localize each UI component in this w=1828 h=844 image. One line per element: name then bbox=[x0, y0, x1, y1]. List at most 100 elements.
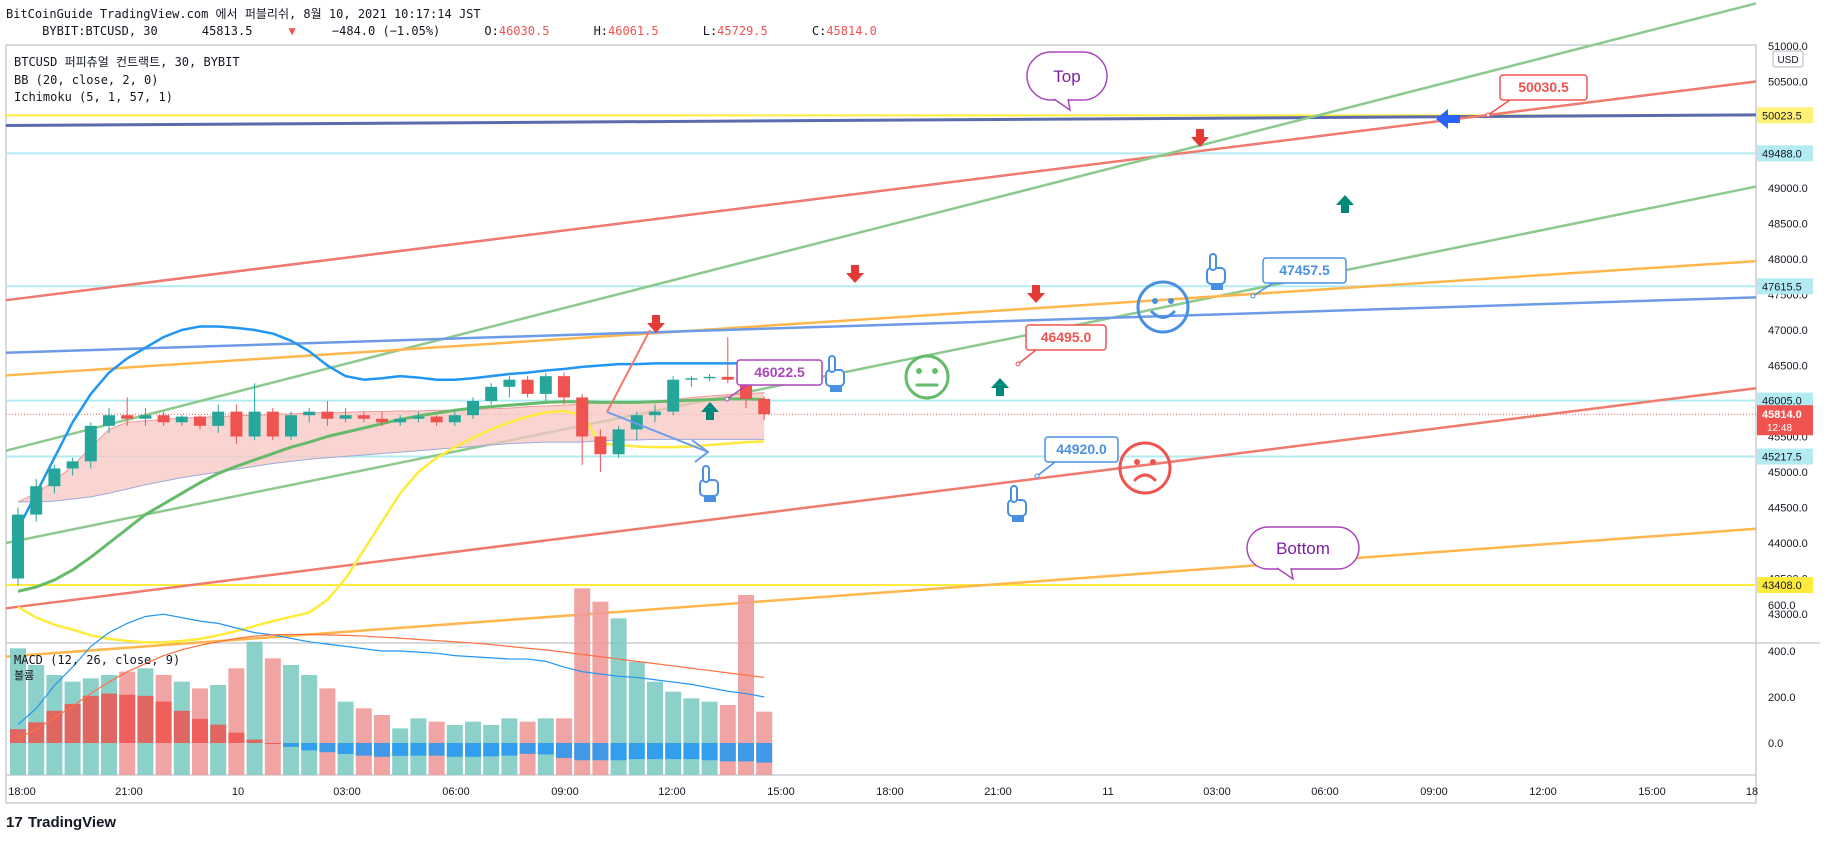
candle-body bbox=[758, 398, 771, 415]
candle-body bbox=[412, 416, 425, 419]
arrow-left-icon bbox=[1436, 109, 1460, 129]
unit-box bbox=[1772, 50, 1804, 68]
candle-body bbox=[212, 411, 225, 426]
price-label-box bbox=[1262, 257, 1347, 284]
price-tick-label: 46500.0 bbox=[1768, 361, 1808, 373]
macd-histogram-bar bbox=[647, 743, 663, 760]
price-label-box bbox=[1499, 74, 1588, 101]
pointing-hand-icon bbox=[825, 355, 845, 392]
macd-histogram-bar bbox=[592, 743, 609, 761]
macd-histogram-bar bbox=[738, 743, 754, 762]
legend-bb[interactable]: BB (20, close, 2, 0) bbox=[14, 73, 159, 87]
legend-ichimoku[interactable]: Ichimoku (5, 1, 57, 1) bbox=[14, 90, 173, 104]
volume-bar bbox=[264, 658, 281, 775]
macd-tick-label: 600.0 bbox=[1768, 600, 1796, 612]
macd-histogram-bar bbox=[519, 743, 536, 754]
macd-histogram-bar bbox=[610, 743, 627, 761]
time-axis[interactable]: 18:00 21:00 10 03:00 06:00 09:00 12:00 15:00 18:… bbox=[8, 786, 1758, 798]
candle-body bbox=[84, 425, 97, 462]
price-marker-label: 50023.5 bbox=[1762, 110, 1802, 122]
time-tick-label: 15:00 bbox=[767, 786, 795, 798]
candle-body bbox=[685, 378, 698, 380]
price-marker bbox=[1757, 145, 1813, 162]
price-label-pointer bbox=[1487, 99, 1511, 116]
macd-histogram-bar bbox=[628, 743, 645, 760]
candle-body bbox=[539, 376, 552, 394]
price-label-box bbox=[736, 359, 823, 386]
macd-histogram-bar bbox=[446, 743, 463, 757]
macd-histogram-bar bbox=[228, 732, 245, 743]
candle-body bbox=[230, 411, 243, 437]
price-tick-label: 43000.0 bbox=[1768, 609, 1808, 621]
legend-macd[interactable]: MACD (12, 26, close, 9) bbox=[14, 653, 180, 667]
projection-up-line bbox=[606, 329, 651, 413]
current-price-label: 45814.0 bbox=[1762, 409, 1802, 421]
price-marker bbox=[1757, 448, 1813, 465]
time-tick-label: 09:00 bbox=[1420, 786, 1448, 798]
top-callout-label: Top bbox=[1053, 67, 1080, 86]
macd-histogram-bar bbox=[392, 743, 409, 756]
price-label-text: 46022.5 bbox=[754, 364, 805, 380]
legend-volume[interactable]: 볼륨 bbox=[14, 669, 34, 682]
symbol-label: BYBIT:BTCUSD, 30 bbox=[42, 24, 158, 38]
time-tick-label: 18:00 bbox=[8, 786, 36, 798]
candle-body bbox=[467, 401, 479, 416]
volume-bar bbox=[337, 701, 354, 775]
candle-body bbox=[721, 376, 734, 380]
price-tick-label: 45000.0 bbox=[1768, 467, 1808, 479]
price-axis[interactable]: 51000.050500.050000.049500.049000.048500… bbox=[1757, 41, 1813, 750]
trend-line bbox=[5, 80, 1757, 302]
candle-body bbox=[248, 411, 261, 437]
macd-histogram-bar bbox=[82, 695, 99, 743]
time-tick-label: 12:00 bbox=[1529, 786, 1557, 798]
time-tick-label: 12:00 bbox=[658, 786, 686, 798]
macd-histogram-bar bbox=[574, 743, 591, 761]
pointing-hand-icon bbox=[1007, 485, 1027, 522]
time-tick-label: 15:00 bbox=[1638, 786, 1666, 798]
macd-line bbox=[17, 613, 765, 726]
time-tick-label: 03:00 bbox=[1203, 786, 1231, 798]
candle-body bbox=[594, 436, 607, 455]
arrow-down-icon bbox=[846, 265, 864, 283]
sad-face-icon bbox=[1118, 441, 1172, 495]
ichimoku-span-b bbox=[18, 438, 765, 503]
volume-bar bbox=[574, 588, 591, 775]
candle-body bbox=[121, 415, 134, 419]
volume-bar bbox=[665, 691, 682, 775]
legend-series[interactable]: BTCUSD 퍼피츄얼 컨트랙트, 30, BYBIT bbox=[14, 55, 240, 69]
volume-bar bbox=[738, 595, 754, 775]
macd-histogram-bar bbox=[665, 743, 682, 760]
candle-body bbox=[703, 376, 716, 379]
candle-body bbox=[357, 415, 370, 419]
price-tick-label: 50500.0 bbox=[1768, 77, 1808, 89]
price-label-anchor bbox=[1250, 293, 1256, 299]
time-tick-label: 06:00 bbox=[442, 786, 470, 798]
trend-line bbox=[5, 386, 1757, 610]
candle-body bbox=[448, 415, 461, 423]
macd-histogram-bar bbox=[483, 743, 500, 757]
arrow-down-icon bbox=[647, 315, 665, 333]
price-label-box bbox=[1025, 324, 1107, 351]
brand-label[interactable]: TradingView bbox=[28, 814, 116, 831]
candle-body bbox=[66, 461, 79, 469]
volume-bar bbox=[683, 698, 700, 775]
macd-tick-label: 200.0 bbox=[1768, 692, 1796, 704]
arrow-down-icon bbox=[1191, 129, 1209, 147]
annotations-layer: 50030.5 47457.5 46495.0 46022.5 44920.0 Top Bo… bbox=[606, 51, 1588, 581]
price-marker-label: 49488.0 bbox=[1762, 148, 1802, 160]
candles-layer bbox=[12, 337, 771, 586]
price-label-pointer bbox=[1036, 461, 1056, 477]
candle-body bbox=[139, 415, 152, 419]
candle-body bbox=[612, 429, 625, 455]
candle-body bbox=[303, 411, 316, 416]
ohlc-line: BYBIT:BTCUSD, 30 45813.5 ▼ −484.0 (−1.05… bbox=[6, 24, 899, 38]
macd-histogram-bar bbox=[264, 743, 281, 744]
volume-bar bbox=[283, 665, 299, 775]
last-price: 45813.5 bbox=[202, 24, 253, 38]
volume-bar bbox=[610, 618, 627, 775]
change-value: −484.0 (−1.05%) bbox=[332, 24, 440, 38]
volume-bar bbox=[592, 601, 609, 775]
time-tick-label: 11 bbox=[1102, 786, 1113, 798]
macd-histogram-bar bbox=[319, 743, 336, 753]
price-label-text: 47457.5 bbox=[1279, 262, 1330, 278]
